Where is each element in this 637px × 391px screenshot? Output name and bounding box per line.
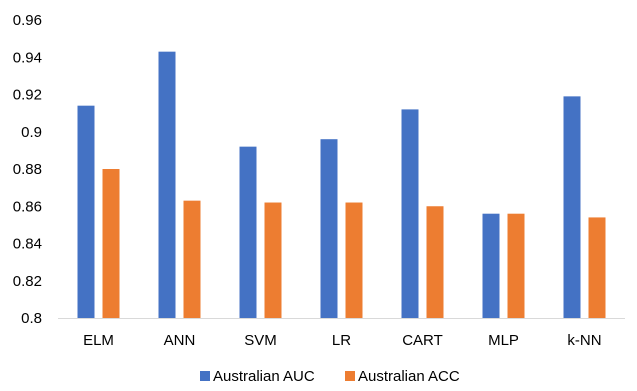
bar-auc-ann xyxy=(158,51,176,318)
x-category-label: ELM xyxy=(83,332,114,349)
bar-acc-k-nn xyxy=(588,217,606,318)
x-category-label: LR xyxy=(332,332,351,349)
legend-label-acc: Australian ACC xyxy=(358,368,460,385)
y-axis-tick-labels: 0.8 0.82 0.84 0.86 0.88 0.9 0.92 0.94 0.96 xyxy=(13,12,42,327)
y-tick-label: 0.94 xyxy=(13,49,42,66)
y-tick-label: 0.96 xyxy=(13,12,42,29)
x-category-label: k-NN xyxy=(567,332,601,349)
bar-acc-svm xyxy=(264,202,282,318)
x-axis-category-labels: ELM ANN SVM LR CART MLP k-NN xyxy=(83,332,602,349)
bar-acc-lr xyxy=(345,202,363,318)
y-tick-label: 0.9 xyxy=(21,124,42,141)
bar-auc-k-nn xyxy=(563,96,581,318)
legend-swatch-auc xyxy=(200,371,210,381)
y-tick-label: 0.8 xyxy=(21,310,42,327)
x-category-label: ANN xyxy=(164,332,196,349)
bar-auc-elm xyxy=(77,105,95,318)
x-category-label: CART xyxy=(402,332,443,349)
bar-acc-elm xyxy=(102,169,120,318)
bar-auc-mlp xyxy=(482,213,500,318)
y-tick-label: 0.84 xyxy=(13,236,42,253)
bar-acc-ann xyxy=(183,200,201,318)
y-tick-label: 0.82 xyxy=(13,273,42,290)
bar-auc-lr xyxy=(320,139,338,318)
x-category-label: MLP xyxy=(488,332,519,349)
legend: Australian AUC Australian ACC xyxy=(200,368,460,385)
x-category-label: SVM xyxy=(244,332,277,349)
legend-swatch-acc xyxy=(345,371,355,381)
bar-auc-svm xyxy=(239,146,257,318)
y-tick-label: 0.92 xyxy=(13,87,42,104)
legend-label-auc: Australian AUC xyxy=(213,368,315,385)
bar-acc-mlp xyxy=(507,213,525,318)
y-tick-label: 0.86 xyxy=(13,198,42,215)
bar-group xyxy=(77,51,606,319)
y-tick-label: 0.88 xyxy=(13,161,42,178)
bar-acc-cart xyxy=(426,206,444,318)
bar-auc-cart xyxy=(401,109,419,319)
